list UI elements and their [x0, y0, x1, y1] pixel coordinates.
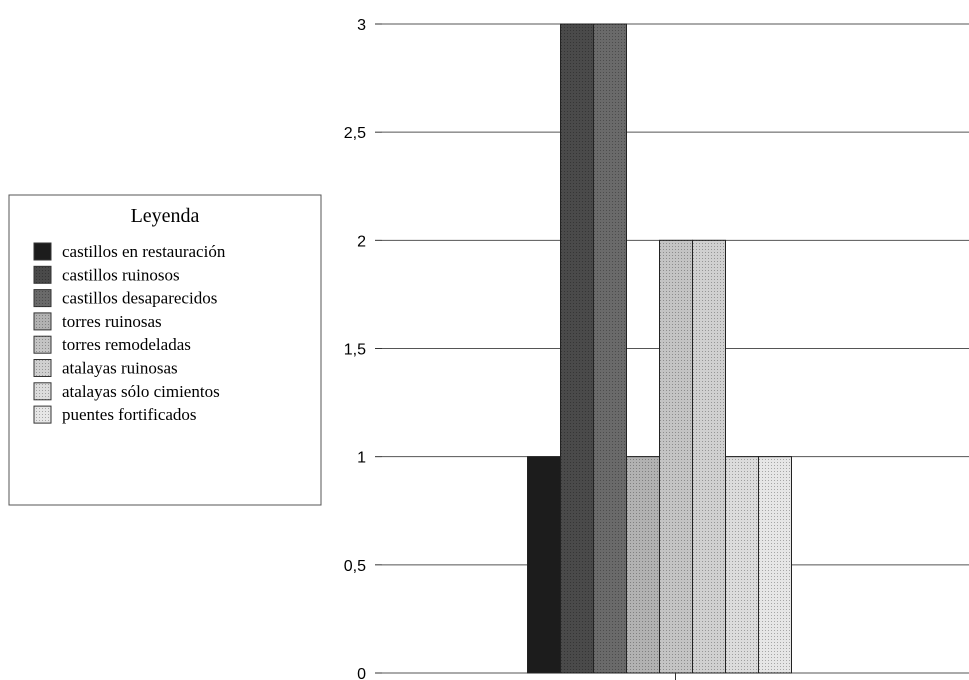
legend-swatch — [33, 242, 52, 261]
y-tick-label: 2 — [357, 233, 366, 250]
legend-label: castillos ruinosos — [62, 265, 180, 284]
legend-box — [8, 194, 322, 506]
bar-texture — [626, 456, 660, 673]
bar-texture — [659, 240, 693, 674]
legend-swatch-texture — [34, 406, 51, 424]
legend-label: atalayas sólo cimientos — [62, 382, 220, 401]
legend-swatch-texture — [34, 266, 51, 284]
legend-swatch-texture — [34, 336, 51, 354]
legend-label: puentes fortificados — [62, 405, 197, 424]
legend: Leyenda castillos en restauracióncastill… — [8, 194, 322, 506]
y-tick-label: 0 — [357, 666, 366, 680]
legend-label: castillos desaparecidos — [62, 289, 217, 308]
bar — [527, 456, 561, 674]
bar-texture — [758, 456, 792, 673]
legend-swatch-texture — [34, 359, 51, 377]
y-tick-label: 0,5 — [344, 558, 366, 575]
y-tick-label: 2,5 — [344, 125, 366, 142]
axis-layer: 0 0,5 1 1,5 2 2,5 3 — [344, 17, 676, 680]
legend-swatch-texture — [34, 382, 51, 400]
y-tick-label: 1,5 — [344, 342, 366, 359]
y-tick-label: 3 — [357, 17, 366, 34]
y-tick-label: 1 — [357, 450, 366, 467]
legend-label: castillos en restauración — [62, 242, 226, 261]
legend-label: torres ruinosas — [62, 312, 162, 331]
bar-texture — [593, 24, 627, 673]
legend-title: Leyenda — [131, 205, 200, 227]
bar-layer — [527, 23, 792, 674]
legend-swatch-texture — [34, 312, 51, 330]
legend-label: torres remodeladas — [62, 335, 191, 354]
bar-texture — [560, 24, 594, 673]
legend-items: castillos en restauración castillos ruino… — [33, 242, 226, 424]
legend-label: atalayas ruinosas — [62, 359, 178, 378]
legend-swatch-texture — [34, 289, 51, 307]
bar-texture — [725, 456, 759, 673]
bar-texture — [692, 240, 726, 674]
